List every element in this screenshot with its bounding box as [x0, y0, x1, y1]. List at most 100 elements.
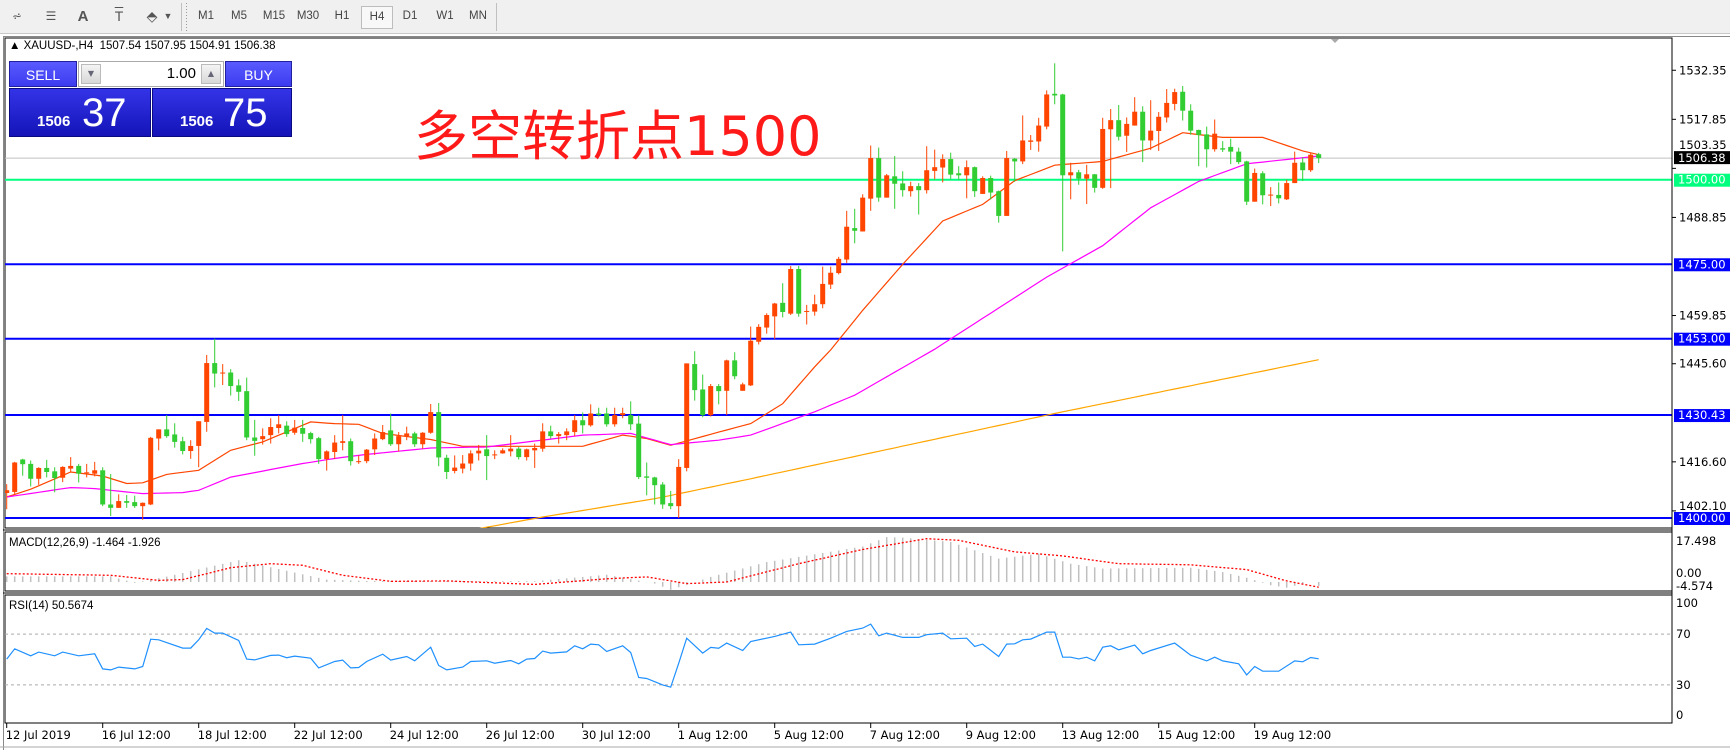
- text-label-icon[interactable]: T: [114, 8, 124, 24]
- macd-axis-max: 17.498: [1676, 534, 1716, 548]
- candle-body: [828, 272, 834, 285]
- candle-body: [1092, 174, 1098, 188]
- chevron-down-icon[interactable]: ▼: [163, 11, 173, 21]
- time-axis-label: 15 Aug 12:00: [1158, 728, 1236, 742]
- candle-body: [596, 413, 602, 416]
- low-value: 1504.91: [189, 40, 231, 52]
- candle-body: [324, 451, 330, 460]
- candle: [140, 502, 146, 520]
- candle: [1028, 135, 1034, 150]
- timeframe-mn[interactable]: MN: [469, 10, 487, 22]
- timeframe-w1[interactable]: W1: [436, 10, 454, 22]
- timeframe-m15[interactable]: M15: [262, 10, 286, 22]
- candle-body: [796, 269, 802, 314]
- candle: [676, 459, 682, 518]
- candle-body: [1244, 161, 1250, 202]
- candle-body: [1172, 92, 1178, 104]
- lot-decrease-button[interactable]: ▼: [81, 64, 101, 84]
- candle: [436, 402, 442, 467]
- candle: [1092, 173, 1098, 193]
- candle: [164, 415, 170, 438]
- candle: [60, 466, 66, 483]
- time-axis-label: 16 Jul 12:00: [102, 728, 171, 742]
- candle: [580, 412, 586, 434]
- buy-price-button[interactable]: 1506 75: [152, 88, 292, 137]
- candle: [412, 431, 418, 447]
- chart-annotation-text[interactable]: 多空转折点1500: [414, 105, 822, 168]
- chart-window: [3, 36, 1730, 750]
- candle-body: [1284, 183, 1290, 200]
- timeframe-m5[interactable]: M5: [231, 10, 247, 22]
- buy-price-big: 1506: [180, 113, 214, 130]
- candle-body: [508, 448, 514, 452]
- candle-body: [20, 459, 26, 465]
- toolbar-grip[interactable]: [186, 3, 187, 31]
- candle-body: [1068, 172, 1074, 176]
- candle: [956, 166, 962, 180]
- candle-body: [76, 465, 82, 474]
- candle-body: [388, 430, 394, 445]
- time-axis-label: 26 Jul 12:00: [486, 728, 555, 742]
- candle-body: [1268, 194, 1274, 196]
- timeframe-d1[interactable]: D1: [402, 10, 418, 22]
- candle-body: [380, 432, 386, 440]
- candle: [1316, 152, 1322, 164]
- timeframe-h1[interactable]: H1: [334, 10, 350, 22]
- arrows-icon[interactable]: ⬘: [146, 8, 158, 24]
- price-plot: [5, 63, 1672, 528]
- candle: [1260, 171, 1266, 205]
- candle-body: [1220, 148, 1226, 150]
- candle: [1276, 182, 1282, 204]
- candle: [220, 364, 226, 386]
- candle: [1308, 152, 1314, 172]
- candle-body: [548, 431, 554, 437]
- open-value: 1507.54: [99, 40, 142, 52]
- candle: [572, 415, 578, 437]
- candle-body: [708, 386, 714, 416]
- sell-price-button[interactable]: 1506 37: [9, 88, 151, 137]
- candle: [748, 326, 754, 387]
- macd-axis-zero: 0.00: [1676, 566, 1702, 580]
- fibonacci-icon[interactable]: ☰: [45, 9, 57, 23]
- candle-body: [876, 158, 882, 198]
- candle: [5, 484, 10, 510]
- candle-body: [1020, 140, 1026, 162]
- candle: [20, 458, 26, 476]
- level-price-label: 1400.00: [1678, 511, 1726, 525]
- rsi-axis-label: 70: [1676, 627, 1691, 641]
- candle-body: [1036, 125, 1042, 142]
- candle-body: [84, 472, 90, 474]
- text-icon[interactable]: A: [77, 8, 89, 25]
- candle: [948, 152, 954, 180]
- candle-body: [868, 158, 874, 199]
- candle: [628, 401, 634, 431]
- candle-body: [356, 461, 362, 463]
- timeframe-m30[interactable]: M30: [296, 10, 320, 22]
- timeframe-h4[interactable]: H4: [361, 6, 393, 29]
- lot-size-value[interactable]: 1.00: [166, 65, 196, 82]
- candle-body: [1124, 123, 1130, 136]
- timeframe-m1[interactable]: M1: [198, 10, 214, 22]
- buy-button[interactable]: BUY: [225, 61, 292, 87]
- chart-shift-marker-icon[interactable]: [1331, 39, 1339, 43]
- candle: [1164, 89, 1170, 123]
- macd-label: MACD(12,26,9) -1.464 -1.926: [9, 537, 161, 549]
- candle-body: [1100, 128, 1106, 188]
- candle: [356, 455, 362, 464]
- sell-button[interactable]: SELL: [9, 61, 77, 87]
- candle-body: [940, 159, 946, 168]
- rsi-panel[interactable]: [4, 594, 1673, 724]
- candle-body: [308, 433, 314, 440]
- level-price-tag: [1674, 258, 1730, 272]
- candle-body: [1316, 154, 1322, 159]
- collapse-triangle-icon[interactable]: ▲: [9, 40, 24, 52]
- candle: [84, 463, 90, 478]
- candle: [228, 369, 234, 396]
- candle-body: [700, 389, 706, 416]
- candle-body: [1148, 130, 1154, 141]
- lot-size-input[interactable]: ▼ 1.00 ▲: [78, 61, 224, 87]
- elliott-wave-icon[interactable]: ⩫: [11, 9, 23, 23]
- candle: [1148, 100, 1154, 150]
- lot-increase-button[interactable]: ▲: [201, 64, 221, 84]
- candle-body: [292, 427, 298, 433]
